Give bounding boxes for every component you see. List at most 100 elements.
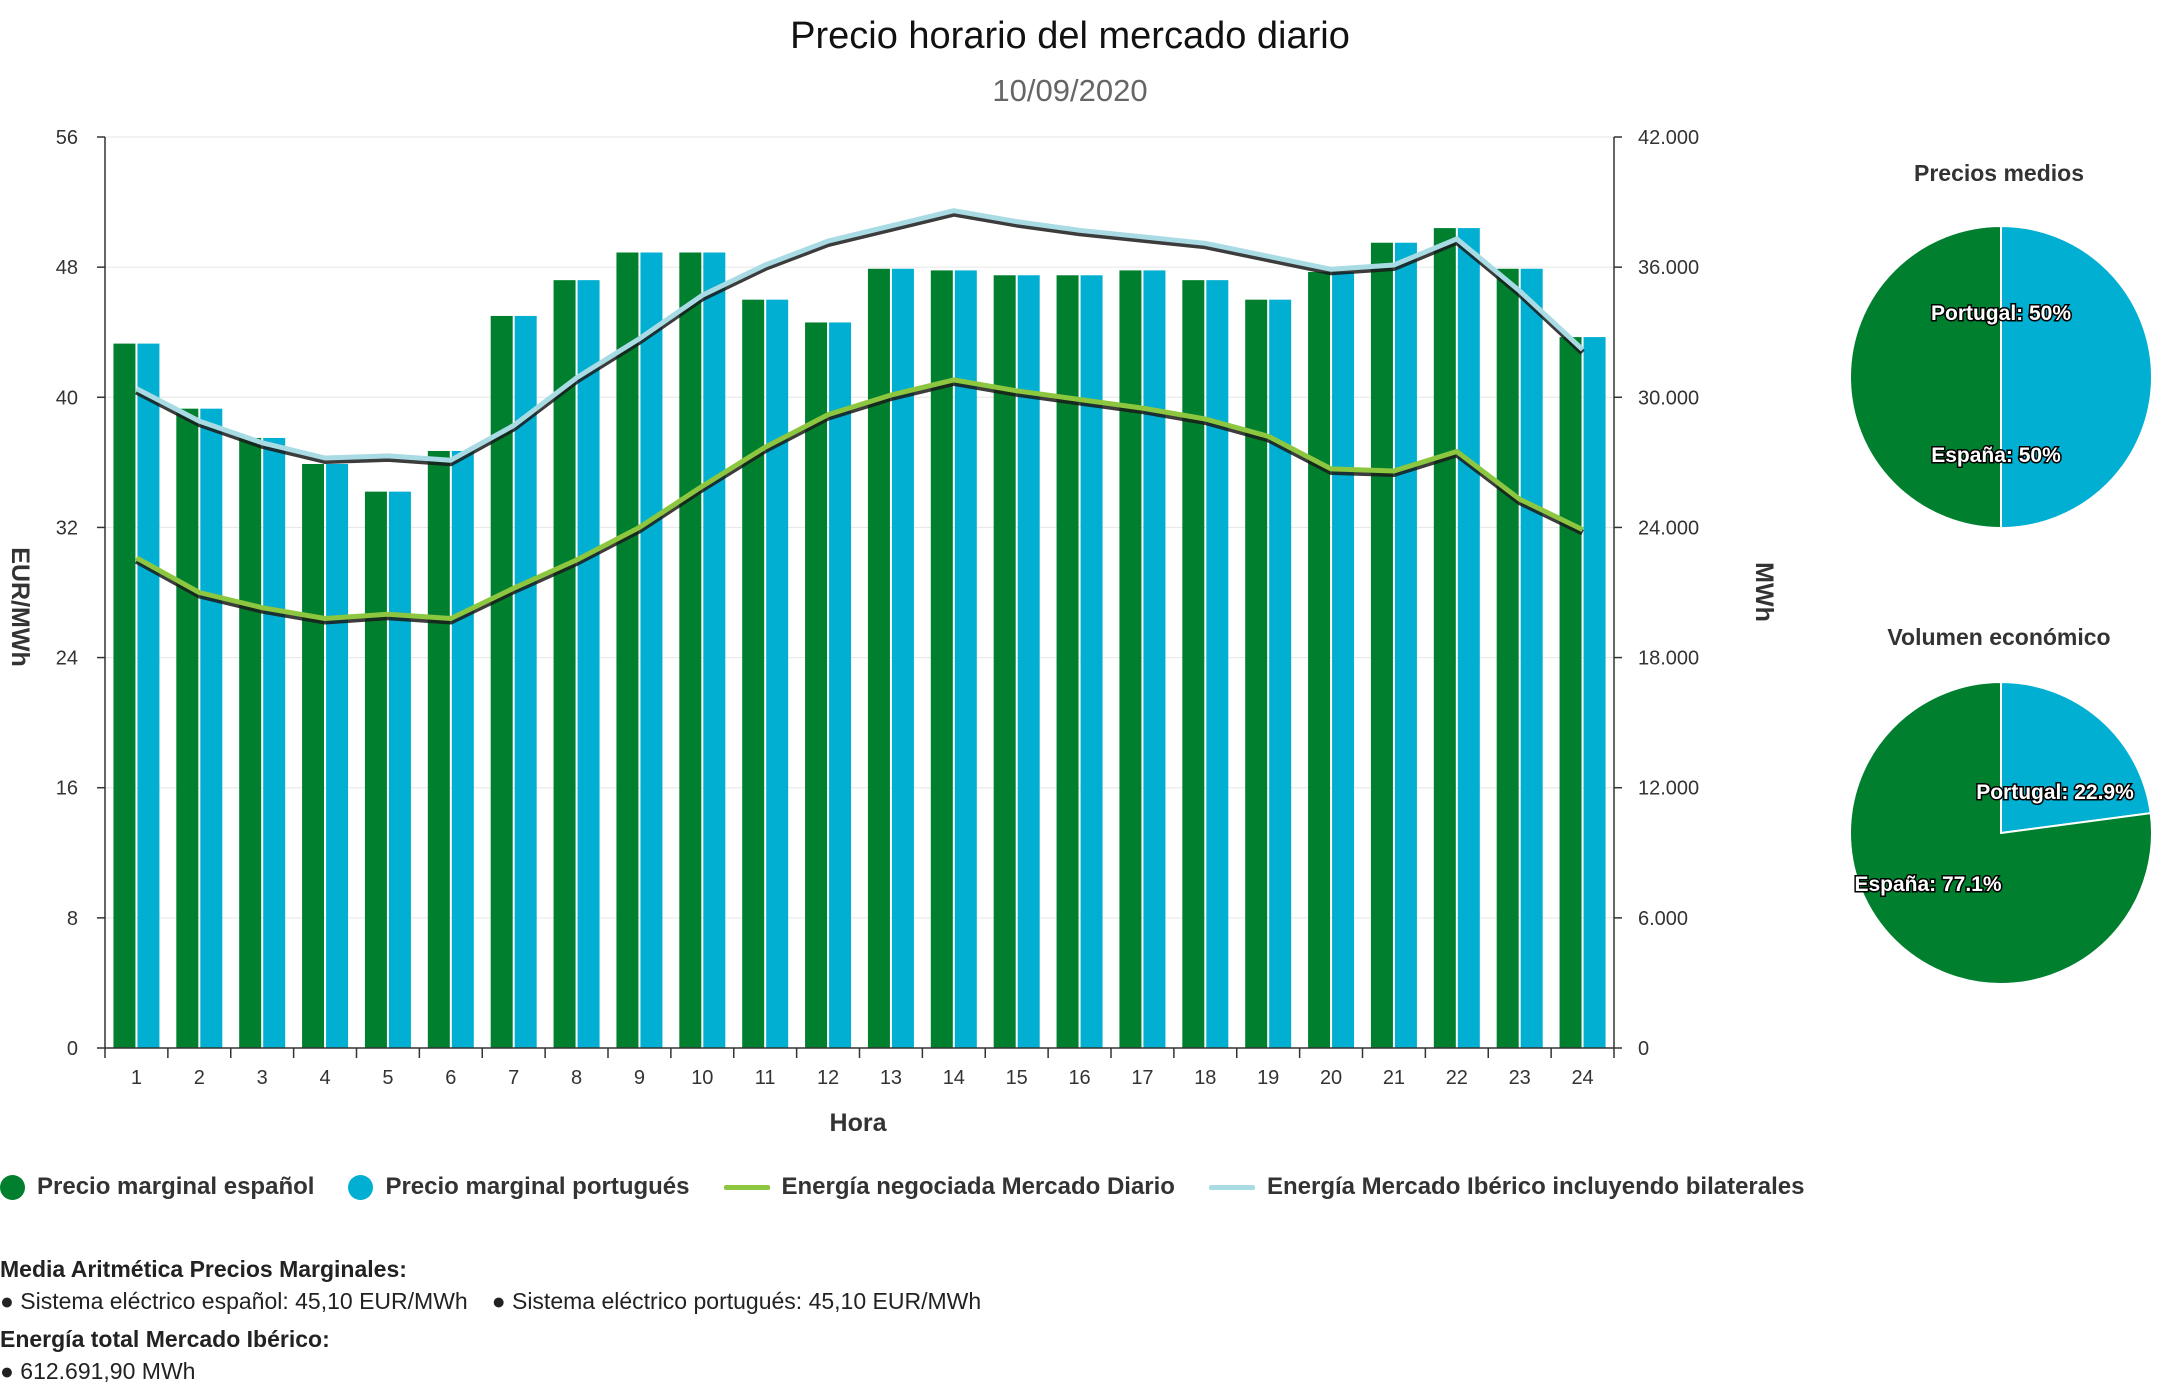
bar-portugues-23[interactable]	[1520, 268, 1543, 1048]
bar-espanol-24[interactable]	[1559, 337, 1582, 1049]
x-tick-label: 2	[194, 1067, 205, 1089]
y-right-tick-label: 24.000	[1638, 517, 1699, 539]
y-left-tick-label: 24	[56, 648, 78, 670]
legend-item-energia-iberico[interactable]: Energía Mercado Ibérico incluyendo bilat…	[1208, 1173, 1804, 1201]
bar-portugues-21[interactable]	[1394, 242, 1417, 1048]
bar-portugues-6[interactable]	[451, 450, 474, 1049]
y-right-tick-label: 0	[1638, 1038, 1649, 1060]
legend-line-icon	[723, 1184, 770, 1190]
x-tick-label: 18	[1194, 1067, 1216, 1089]
bar-portugues-20[interactable]	[1332, 272, 1355, 1049]
pie-slice[interactable]	[1849, 224, 2002, 530]
bar-portugues-10[interactable]	[703, 252, 726, 1049]
bar-portugues-7[interactable]	[514, 315, 537, 1049]
x-tick-label: 20	[1320, 1067, 1342, 1089]
x-tick-label: 13	[880, 1067, 902, 1089]
pie-slice-label: Portugal: 50%	[1931, 302, 2071, 325]
bar-espanol-8[interactable]	[553, 280, 576, 1049]
bar-espanol-7[interactable]	[490, 315, 513, 1049]
bar-portugues-19[interactable]	[1269, 299, 1292, 1048]
legend-dot-icon	[0, 1174, 25, 1200]
bar-portugues-3[interactable]	[263, 437, 286, 1049]
line-shadow	[135, 210, 1585, 467]
bar-espanol-18[interactable]	[1182, 280, 1205, 1049]
bar-portugues-2[interactable]	[200, 408, 223, 1048]
x-tick-label: 6	[445, 1067, 456, 1089]
x-tick-label: 4	[320, 1067, 331, 1089]
media-values: ● Sistema eléctrico español: 45,10 EUR/M…	[0, 1285, 981, 1317]
bar-portugues-18[interactable]	[1206, 280, 1229, 1049]
y-left-tick-label: 56	[56, 127, 78, 149]
line-energia-iberico[interactable]	[135, 208, 1585, 463]
bar-portugues-16[interactable]	[1080, 275, 1103, 1048]
pie-slice[interactable]	[2000, 680, 2152, 835]
y-left-tick-label: 40	[56, 387, 78, 409]
bar-portugues-15[interactable]	[1017, 275, 1040, 1048]
bar-espanol-21[interactable]	[1370, 242, 1393, 1048]
bar-espanol-14[interactable]	[930, 270, 953, 1048]
pie-volumen-title: Volumen económico	[1887, 624, 2110, 650]
x-tick-label: 9	[634, 1067, 645, 1089]
bar-espanol-9[interactable]	[616, 252, 639, 1049]
x-tick-label: 14	[943, 1067, 965, 1089]
grid-lines	[105, 136, 1614, 919]
bar-portugues-8[interactable]	[577, 280, 600, 1049]
bar-espanol-10[interactable]	[679, 252, 702, 1049]
bar-espanol-19[interactable]	[1245, 299, 1268, 1048]
pie-precios-medios: Portugal: 50% España: 50%	[1849, 224, 2153, 530]
x-tick-label: 16	[1068, 1067, 1090, 1089]
x-tick-label: 19	[1257, 1067, 1279, 1089]
energia-total: ● 612.691,90 MWh	[0, 1358, 196, 1384]
bar-espanol-11[interactable]	[742, 299, 765, 1048]
bar-espanol-4[interactable]	[302, 463, 325, 1049]
bar-portugues-17[interactable]	[1143, 270, 1166, 1048]
x-tick-label: 12	[817, 1067, 839, 1089]
line-energia-negociada[interactable]	[135, 377, 1584, 621]
bar-portugues-13[interactable]	[891, 268, 914, 1048]
x-tick-label: 22	[1446, 1067, 1468, 1089]
bar-portugues-14[interactable]	[954, 270, 977, 1048]
x-tick-label: 24	[1571, 1067, 1593, 1089]
bar-portugues-9[interactable]	[640, 252, 663, 1049]
bar-espanol-5[interactable]	[364, 491, 387, 1048]
pie-slice[interactable]	[2000, 224, 2153, 530]
y-left-tick-label: 8	[67, 908, 78, 930]
x-tick-label: 8	[571, 1067, 582, 1089]
x-tick-label: 11	[755, 1067, 776, 1089]
bar-espanol-16[interactable]	[1056, 275, 1079, 1048]
bar-espanol-22[interactable]	[1433, 228, 1456, 1049]
legend-item-energia-negociada[interactable]: Energía negociada Mercado Diario	[723, 1173, 1175, 1201]
bar-portugues-5[interactable]	[388, 491, 411, 1048]
axes	[97, 136, 1622, 1058]
legend-item-precio-portugues[interactable]: Precio marginal portugués	[348, 1173, 690, 1201]
bar-espanol-2[interactable]	[176, 408, 199, 1048]
bar-espanol-12[interactable]	[805, 322, 828, 1048]
legend-line-icon	[1208, 1184, 1255, 1190]
media-espanol: ● Sistema eléctrico español: 45,10 EUR/M…	[0, 1288, 468, 1314]
bar-espanol-23[interactable]	[1496, 268, 1519, 1048]
bar-portugues-4[interactable]	[326, 463, 349, 1049]
bar-espanol-17[interactable]	[1119, 270, 1142, 1048]
bar-portugues-22[interactable]	[1457, 228, 1480, 1049]
x-tick-label: 21	[1383, 1067, 1405, 1089]
legend-item-precio-espanol[interactable]: Precio marginal español	[0, 1173, 314, 1201]
bar-portugues-24[interactable]	[1583, 337, 1606, 1049]
bar-espanol-20[interactable]	[1308, 272, 1331, 1049]
bar-espanol-1[interactable]	[113, 343, 136, 1048]
bar-portugues-11[interactable]	[766, 299, 789, 1048]
energia-header: Energía total Mercado Ibérico:	[0, 1326, 330, 1352]
pie-precios-title: Precios medios	[1914, 160, 2084, 186]
bar-portugues-1[interactable]	[137, 343, 160, 1048]
y-right-tick-label: 18.000	[1638, 648, 1699, 670]
y-left-tick-label: 0	[67, 1038, 78, 1060]
pie-slice-label: España: 50%	[1931, 444, 2061, 467]
legend-label: Precio marginal portugués	[385, 1173, 690, 1200]
bar-espanol-6[interactable]	[427, 450, 450, 1049]
y-left-tick-label: 16	[56, 778, 78, 800]
pie-slice[interactable]	[1849, 680, 2154, 985]
bar-espanol-15[interactable]	[993, 275, 1016, 1048]
bar-espanol-3[interactable]	[239, 437, 262, 1049]
bar-portugues-12[interactable]	[829, 322, 852, 1048]
bar-espanol-13[interactable]	[867, 268, 890, 1048]
x-tick-label: 5	[382, 1067, 393, 1089]
